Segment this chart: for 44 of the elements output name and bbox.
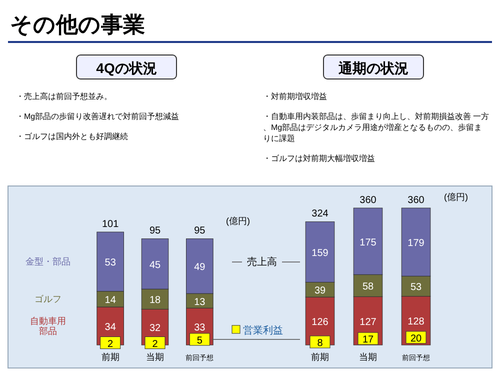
text: ・ゴルフは国内外とも好調継続 (16, 132, 128, 141)
data-label: 13 (194, 296, 206, 308)
data-label: 34 (104, 322, 116, 333)
text: 自動車用部品 (30, 316, 66, 336)
total-label: 101 (102, 219, 120, 230)
data-label: 14 (104, 295, 116, 306)
x-tick-label: 前期 (311, 352, 329, 362)
data-label: 49 (194, 262, 206, 274)
text: 金型・部品 (26, 256, 70, 267)
data-label: 127 (360, 316, 377, 328)
data-label: 126 (312, 317, 329, 328)
data-label: 179 (408, 238, 425, 250)
data-label: 175 (360, 237, 377, 248)
text: ・売上高は前回予想並み。 (16, 92, 112, 101)
text: 4Qの状況 (96, 60, 157, 76)
total-label: 95 (149, 226, 161, 237)
text: ・Mg部品の歩留り改善遅れで対前回予想減益 (16, 112, 180, 121)
data-label: 33 (194, 322, 206, 334)
total-label: 360 (360, 195, 377, 206)
data-label: 18 (149, 295, 161, 306)
text: (億円) (226, 216, 250, 226)
data-label: 53 (104, 258, 116, 269)
text: ・対前期増収増益 (263, 92, 327, 101)
data-label: 32 (149, 323, 161, 334)
data-label: 159 (312, 248, 329, 259)
x-tick-label: 当期 (146, 352, 164, 362)
text: その他の事業 (10, 12, 145, 37)
text: ゴルフ (34, 294, 62, 304)
text: 売上高 (247, 256, 277, 268)
text: ・自動車用内装部品は、歩留まり向上し、対前期損益改善 一方、Mg部品はデジタルカメラ用途が増産となるものの、歩留まりに課題 (263, 112, 490, 143)
total-label: 324 (312, 208, 329, 220)
x-tick-label: 前期 (101, 352, 120, 362)
legend-label: 営業利益 (243, 324, 283, 336)
data-label: 39 (314, 286, 326, 297)
text: 通期の状況 (338, 60, 408, 76)
total-label: 360 (408, 195, 425, 206)
x-tick-label: 当期 (359, 352, 377, 362)
data-label: 128 (408, 316, 425, 328)
text: ・ゴルフは対前期大幅増収増益 (263, 154, 375, 163)
data-label: 45 (149, 260, 161, 271)
data-label: 53 (410, 282, 422, 294)
data-label: 58 (362, 282, 374, 293)
text: (億円) (444, 192, 468, 202)
total-label: 95 (194, 226, 206, 237)
